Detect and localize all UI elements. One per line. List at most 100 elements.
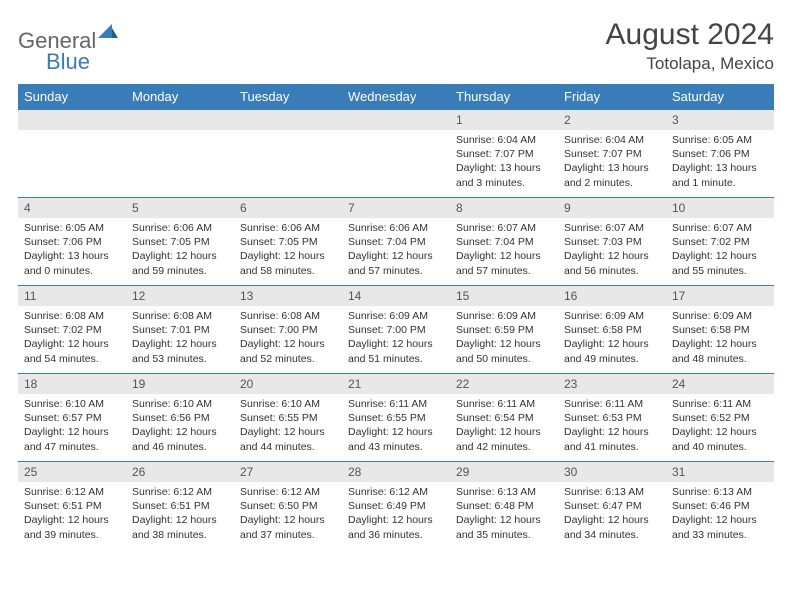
- title-block: August 2024 Totolapa, Mexico: [606, 18, 774, 74]
- calendar-cell: 1Sunrise: 6:04 AMSunset: 7:07 PMDaylight…: [450, 110, 558, 198]
- daylight-text: Daylight: 12 hours and 40 minutes.: [672, 425, 768, 453]
- day-number: 15: [450, 286, 558, 306]
- sunrise-text: Sunrise: 6:06 AM: [348, 221, 444, 235]
- calendar-cell: 23Sunrise: 6:11 AMSunset: 6:53 PMDayligh…: [558, 374, 666, 462]
- sunset-text: Sunset: 6:48 PM: [456, 499, 552, 513]
- day-number: 16: [558, 286, 666, 306]
- daylight-text: Daylight: 12 hours and 38 minutes.: [132, 513, 228, 541]
- calendar-cell: 2Sunrise: 6:04 AMSunset: 7:07 PMDaylight…: [558, 110, 666, 198]
- day-info: Sunrise: 6:04 AMSunset: 7:07 PMDaylight:…: [450, 130, 558, 192]
- day-info: Sunrise: 6:07 AMSunset: 7:03 PMDaylight:…: [558, 218, 666, 280]
- day-number: 27: [234, 462, 342, 482]
- calendar-cell: [18, 110, 126, 198]
- sunset-text: Sunset: 7:04 PM: [456, 235, 552, 249]
- day-header-row: Sunday Monday Tuesday Wednesday Thursday…: [18, 84, 774, 110]
- calendar-cell: 21Sunrise: 6:11 AMSunset: 6:55 PMDayligh…: [342, 374, 450, 462]
- calendar-cell: 6Sunrise: 6:06 AMSunset: 7:05 PMDaylight…: [234, 198, 342, 286]
- day-number: 6: [234, 198, 342, 218]
- daylight-text: Daylight: 12 hours and 35 minutes.: [456, 513, 552, 541]
- day-info: Sunrise: 6:05 AMSunset: 7:06 PMDaylight:…: [18, 218, 126, 280]
- day-info: Sunrise: 6:12 AMSunset: 6:51 PMDaylight:…: [126, 482, 234, 544]
- calendar-row: 11Sunrise: 6:08 AMSunset: 7:02 PMDayligh…: [18, 286, 774, 374]
- sunset-text: Sunset: 6:47 PM: [564, 499, 660, 513]
- day-info: Sunrise: 6:10 AMSunset: 6:57 PMDaylight:…: [18, 394, 126, 456]
- sunset-text: Sunset: 7:03 PM: [564, 235, 660, 249]
- sunrise-text: Sunrise: 6:04 AM: [564, 133, 660, 147]
- sunset-text: Sunset: 7:07 PM: [456, 147, 552, 161]
- day-number: 12: [126, 286, 234, 306]
- day-info: Sunrise: 6:11 AMSunset: 6:54 PMDaylight:…: [450, 394, 558, 456]
- sunrise-text: Sunrise: 6:06 AM: [240, 221, 336, 235]
- sunrise-text: Sunrise: 6:13 AM: [456, 485, 552, 499]
- page-title: August 2024: [606, 18, 774, 52]
- sunrise-text: Sunrise: 6:08 AM: [132, 309, 228, 323]
- day-info: Sunrise: 6:13 AMSunset: 6:48 PMDaylight:…: [450, 482, 558, 544]
- daylight-text: Daylight: 12 hours and 44 minutes.: [240, 425, 336, 453]
- day-number: 30: [558, 462, 666, 482]
- sunset-text: Sunset: 6:46 PM: [672, 499, 768, 513]
- sunrise-text: Sunrise: 6:04 AM: [456, 133, 552, 147]
- logo-text-2: Blue: [46, 49, 90, 74]
- calendar-cell: 27Sunrise: 6:12 AMSunset: 6:50 PMDayligh…: [234, 462, 342, 550]
- logo: GeneralBlue: [18, 24, 118, 73]
- calendar-cell: 13Sunrise: 6:08 AMSunset: 7:00 PMDayligh…: [234, 286, 342, 374]
- sunrise-text: Sunrise: 6:06 AM: [132, 221, 228, 235]
- sunset-text: Sunset: 7:04 PM: [348, 235, 444, 249]
- daylight-text: Daylight: 12 hours and 51 minutes.: [348, 337, 444, 365]
- calendar-cell: 31Sunrise: 6:13 AMSunset: 6:46 PMDayligh…: [666, 462, 774, 550]
- daylight-text: Daylight: 13 hours and 0 minutes.: [24, 249, 120, 277]
- sunrise-text: Sunrise: 6:09 AM: [564, 309, 660, 323]
- day-number: 10: [666, 198, 774, 218]
- daylight-text: Daylight: 13 hours and 2 minutes.: [564, 161, 660, 189]
- header: GeneralBlue August 2024 Totolapa, Mexico: [18, 18, 774, 74]
- day-header: Friday: [558, 84, 666, 110]
- day-info: Sunrise: 6:08 AMSunset: 7:00 PMDaylight:…: [234, 306, 342, 368]
- sunset-text: Sunset: 7:05 PM: [132, 235, 228, 249]
- day-number: 20: [234, 374, 342, 394]
- daylight-text: Daylight: 12 hours and 54 minutes.: [24, 337, 120, 365]
- day-info: Sunrise: 6:11 AMSunset: 6:53 PMDaylight:…: [558, 394, 666, 456]
- sunset-text: Sunset: 6:59 PM: [456, 323, 552, 337]
- day-header: Monday: [126, 84, 234, 110]
- daylight-text: Daylight: 12 hours and 57 minutes.: [456, 249, 552, 277]
- sunrise-text: Sunrise: 6:10 AM: [132, 397, 228, 411]
- daylight-text: Daylight: 12 hours and 47 minutes.: [24, 425, 120, 453]
- sunset-text: Sunset: 7:07 PM: [564, 147, 660, 161]
- calendar-cell: 22Sunrise: 6:11 AMSunset: 6:54 PMDayligh…: [450, 374, 558, 462]
- sunrise-text: Sunrise: 6:12 AM: [240, 485, 336, 499]
- sunrise-text: Sunrise: 6:07 AM: [672, 221, 768, 235]
- day-info: Sunrise: 6:11 AMSunset: 6:52 PMDaylight:…: [666, 394, 774, 456]
- calendar-cell: 11Sunrise: 6:08 AMSunset: 7:02 PMDayligh…: [18, 286, 126, 374]
- day-info: Sunrise: 6:06 AMSunset: 7:05 PMDaylight:…: [126, 218, 234, 280]
- calendar-cell: 25Sunrise: 6:12 AMSunset: 6:51 PMDayligh…: [18, 462, 126, 550]
- sunset-text: Sunset: 6:52 PM: [672, 411, 768, 425]
- sunset-text: Sunset: 7:00 PM: [348, 323, 444, 337]
- day-number: 9: [558, 198, 666, 218]
- sunset-text: Sunset: 7:02 PM: [24, 323, 120, 337]
- location-label: Totolapa, Mexico: [606, 54, 774, 74]
- calendar-cell: 3Sunrise: 6:05 AMSunset: 7:06 PMDaylight…: [666, 110, 774, 198]
- day-header: Tuesday: [234, 84, 342, 110]
- daylight-text: Daylight: 12 hours and 48 minutes.: [672, 337, 768, 365]
- day-number: 13: [234, 286, 342, 306]
- sunset-text: Sunset: 6:56 PM: [132, 411, 228, 425]
- day-info: Sunrise: 6:09 AMSunset: 6:59 PMDaylight:…: [450, 306, 558, 368]
- calendar-cell: 14Sunrise: 6:09 AMSunset: 7:00 PMDayligh…: [342, 286, 450, 374]
- calendar-cell: 16Sunrise: 6:09 AMSunset: 6:58 PMDayligh…: [558, 286, 666, 374]
- calendar-cell: 12Sunrise: 6:08 AMSunset: 7:01 PMDayligh…: [126, 286, 234, 374]
- daylight-text: Daylight: 12 hours and 52 minutes.: [240, 337, 336, 365]
- sunrise-text: Sunrise: 6:05 AM: [24, 221, 120, 235]
- day-info: Sunrise: 6:04 AMSunset: 7:07 PMDaylight:…: [558, 130, 666, 192]
- day-number: [234, 110, 342, 130]
- day-info: Sunrise: 6:08 AMSunset: 7:02 PMDaylight:…: [18, 306, 126, 368]
- sunrise-text: Sunrise: 6:11 AM: [564, 397, 660, 411]
- calendar-row: 25Sunrise: 6:12 AMSunset: 6:51 PMDayligh…: [18, 462, 774, 550]
- day-number: [126, 110, 234, 130]
- sunrise-text: Sunrise: 6:07 AM: [564, 221, 660, 235]
- day-number: 29: [450, 462, 558, 482]
- day-info: Sunrise: 6:06 AMSunset: 7:04 PMDaylight:…: [342, 218, 450, 280]
- calendar-cell: 17Sunrise: 6:09 AMSunset: 6:58 PMDayligh…: [666, 286, 774, 374]
- sunrise-text: Sunrise: 6:13 AM: [672, 485, 768, 499]
- sunset-text: Sunset: 7:06 PM: [24, 235, 120, 249]
- sunset-text: Sunset: 7:06 PM: [672, 147, 768, 161]
